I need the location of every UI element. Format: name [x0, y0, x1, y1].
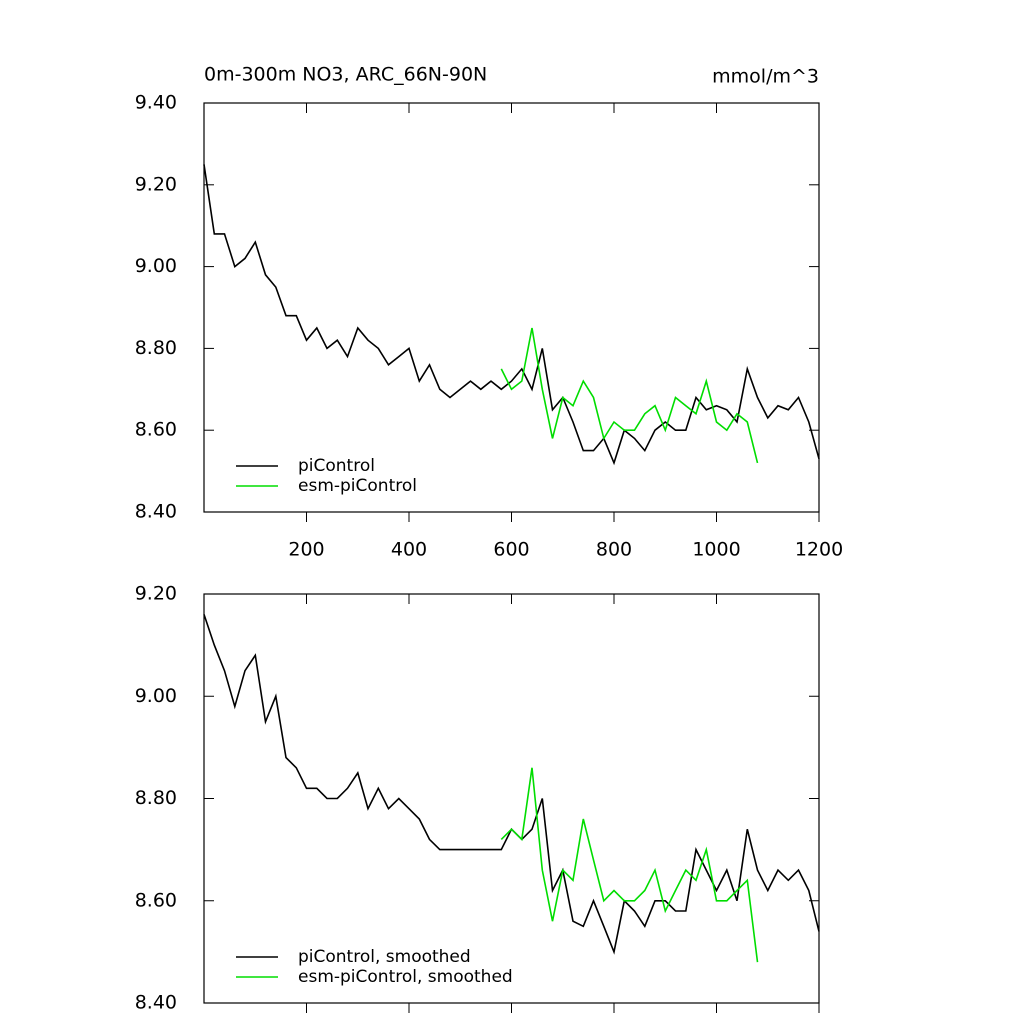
series-line — [203, 164, 820, 466]
y-tick-label: 8.40 — [135, 992, 177, 1014]
x-tick-label: 600 — [493, 539, 529, 561]
y-tick-label: 9.00 — [135, 255, 177, 277]
chart-title: 0m-300m NO3, ARC_66N-90N — [204, 64, 487, 86]
units-label: mmol/m^3 — [712, 66, 819, 88]
y-tick-label: 8.60 — [135, 889, 177, 911]
x-tick-label: 200 — [288, 539, 324, 561]
x-tick-label: 1200 — [795, 539, 843, 561]
x-tick-label: 400 — [391, 539, 427, 561]
y-tick-label: 8.80 — [135, 337, 177, 359]
y-tick-label: 9.40 — [135, 92, 177, 114]
y-tick-label: 8.60 — [135, 419, 177, 441]
series-line — [500, 327, 759, 464]
y-tick-label: 9.20 — [135, 173, 177, 195]
y-tick-label: 8.40 — [135, 501, 177, 523]
plot-frame — [203, 593, 820, 1004]
y-tick-label: 8.80 — [135, 787, 177, 809]
legend-label: esm-piControl, smoothed — [298, 967, 513, 987]
series-line — [500, 767, 759, 963]
x-tick-label: 800 — [596, 539, 632, 561]
plot-frame — [203, 102, 820, 513]
legend-label: piControl, smoothed — [298, 947, 471, 967]
x-tick-label: 1000 — [692, 539, 740, 561]
legend-label: piControl — [298, 456, 375, 476]
legend-label: esm-piControl — [298, 476, 417, 496]
y-tick-label: 9.20 — [135, 583, 177, 605]
y-tick-label: 9.00 — [135, 685, 177, 707]
